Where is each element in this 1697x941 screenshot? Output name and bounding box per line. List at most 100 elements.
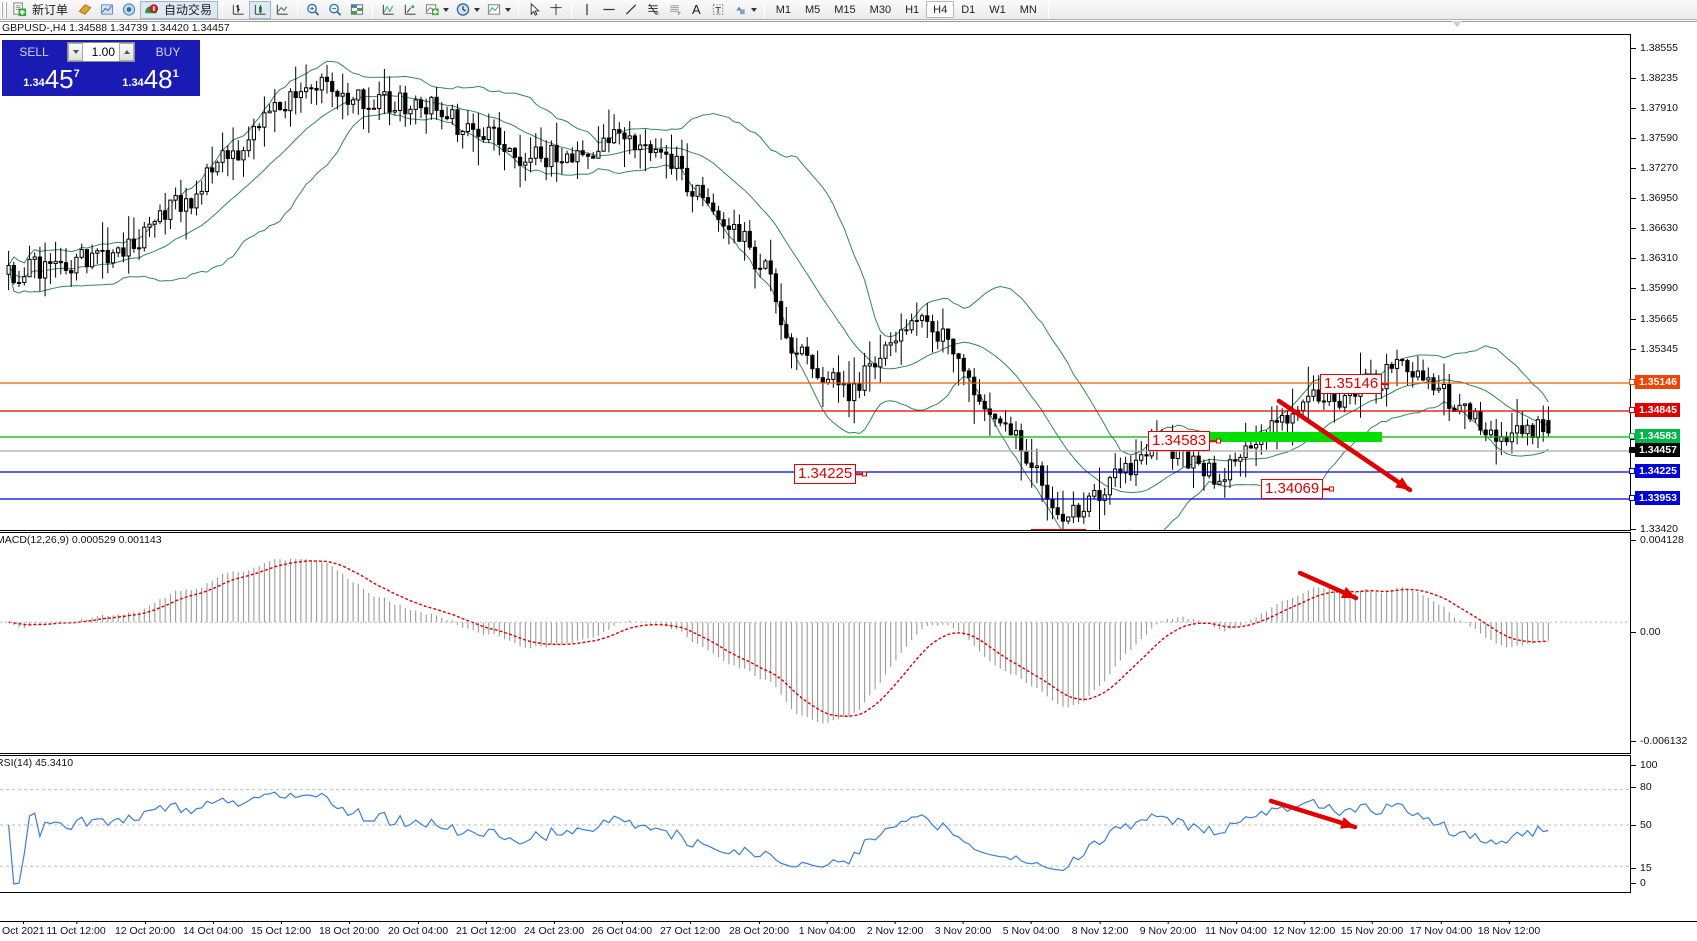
macd-signal-line [8,560,1549,718]
time-axis[interactable]: Oct 2021 11 Oct 12:00 12 Oct 20:00 14 Oct 0… [0,921,1697,941]
down-arrow-price [1276,398,1413,493]
zoom-out-icon[interactable] [324,1,346,19]
trendline-icon[interactable] [620,1,642,19]
support-1[interactable]: 1.34225 [794,464,868,484]
price-tick: 1.37910 [1631,102,1678,114]
hline-icon[interactable] [598,1,620,19]
pane-divider-nub[interactable] [1452,21,1462,27]
chevron-down-icon[interactable] [505,7,512,12]
chip-handle[interactable] [1629,468,1635,474]
timeframe-m1[interactable]: M1 [775,3,791,16]
bar-chart-icon[interactable] [227,1,249,19]
timeframe-h4[interactable]: H4 [926,1,955,18]
price-pane[interactable]: 1.35146 1.34583 1.34225 1.34069 1.33526 [0,34,1630,531]
price-tick: 1.36310 [1631,252,1678,264]
rsi-pane[interactable]: RSI(14) 45.3410 [0,755,1630,893]
add-indicator-icon[interactable] [421,1,452,19]
fibo-icon[interactable]: E [642,1,664,19]
price-axis[interactable]: 1.38555 1.38235 1.37910 1.37590 1.37270 1.369… [1629,34,1697,535]
chevron-down-icon[interactable] [474,7,481,12]
annotation-handle[interactable] [1216,438,1222,444]
price-chip[interactable]: 1.34457 [1629,443,1680,457]
templates-icon[interactable] [74,1,96,19]
volume-value[interactable]: 1.00 [83,43,119,61]
buy-price-button[interactable]: 1.34 48 1 [102,64,199,93]
rsi-tick: 100 [1631,759,1658,771]
volume-stepper[interactable]: 1.00 [67,42,135,62]
toolbar-grip[interactable] [1,1,7,18]
macd-axis[interactable]: 0.004128 0.00 -0.006132 [1630,532,1697,754]
navigator-icon[interactable] [118,1,140,19]
price-tick: 1.36950 [1631,192,1678,204]
one-click-trading-panel: SELL 1.00 BUY 1.34 45 7 1.34 48 1 [2,40,200,96]
support-2[interactable]: 1.34069 [1261,479,1335,499]
fibo-fan-icon[interactable]: F [664,1,686,19]
candle-chart-icon[interactable] [249,0,272,19]
line-chart-icon[interactable] [271,1,293,19]
chevron-down-icon[interactable] [443,7,450,12]
buy-label[interactable]: BUY [155,45,181,59]
timeframe-d1[interactable]: D1 [961,3,976,16]
cursor-icon[interactable] [523,1,545,19]
text-icon[interactable]: A [692,2,701,17]
candlestick-series [6,64,1551,530]
chip-handle[interactable] [1629,379,1635,385]
volume-increase-button[interactable] [119,43,134,61]
sell-label[interactable]: SELL [19,45,49,59]
toolbar-separator [518,1,520,18]
indicators-icon[interactable] [377,1,399,19]
sell-price-sup: 7 [73,68,80,80]
chip-handle[interactable] [1629,407,1635,413]
vline-icon[interactable] [576,1,598,19]
periods-icon[interactable] [452,1,483,19]
time-tick: 5 Nov 04:00 [1002,921,1060,937]
auto-trading-label: 自动交易 [164,3,213,17]
resistance-1[interactable]: 1.35146 [1320,374,1390,394]
data-window-icon[interactable] [96,1,118,19]
price-chip[interactable]: 1.34583 [1629,429,1680,443]
price-chip[interactable]: 1.35146 [1629,375,1680,389]
annotation-handle[interactable] [862,471,868,477]
annotation-handle[interactable] [1329,486,1335,492]
time-tick: 28 Oct 20:00 [728,921,790,937]
timeframe-mn[interactable]: MN [1019,3,1037,16]
chip-handle[interactable] [1629,447,1635,453]
templates2-icon[interactable] [483,1,514,19]
time-tick: 27 Oct 12:00 [659,921,721,937]
buy-price-big: 1.34 [122,77,144,89]
volume-decrease-button[interactable] [68,43,83,61]
label-icon[interactable]: T [707,1,729,19]
rsi-axis[interactable]: 100 80 50 15 0 [1630,755,1697,893]
price-chip[interactable]: 1.34225 [1629,464,1680,478]
timeframe-m15[interactable]: M15 [834,3,856,16]
timeframe-w1[interactable]: W1 [989,3,1006,16]
timeframe-m5[interactable]: M5 [804,3,821,16]
macd-plot [0,558,1630,724]
chevron-down-icon[interactable] [750,7,757,12]
buy-price-main: 48 [143,64,173,94]
grid-icon[interactable] [346,1,368,19]
toolbar-separator [571,1,573,18]
chip-handle[interactable] [1629,495,1635,501]
annotation-stub [1382,383,1390,385]
pivot-1[interactable]: 1.34583 [1148,431,1222,451]
chip-handle[interactable] [1629,433,1635,439]
low-1[interactable]: 1.33526 [1031,529,1086,530]
price-chip[interactable]: 1.34845 [1629,403,1680,417]
price-tick: 1.38555 [1631,42,1678,54]
crosshair-icon[interactable] [545,1,567,19]
auto-trading-button[interactable]: 自动交易 [140,0,219,19]
chart-area[interactable]: 1.35146 1.34583 1.34225 1.34069 1.33526 MACD… [0,21,1697,921]
rsi-line [8,791,1549,885]
price-chip[interactable]: 1.33953 [1629,491,1680,505]
sell-price-button[interactable]: 1.34 45 7 [3,64,100,93]
shapes-icon[interactable] [729,1,760,19]
time-tick: 12 Oct 20:00 [114,921,176,937]
timeframe-h1[interactable]: H1 [905,3,920,16]
toolbar-separator [1047,1,1049,18]
timeframe-m30[interactable]: M30 [869,3,892,16]
new-order-button[interactable]: 新订单 [9,1,74,19]
zoom-in-icon[interactable] [302,1,324,19]
objects-icon[interactable] [399,1,421,19]
macd-pane[interactable]: MACD(12,26,9) 0.000529 0.001143 [0,532,1630,754]
